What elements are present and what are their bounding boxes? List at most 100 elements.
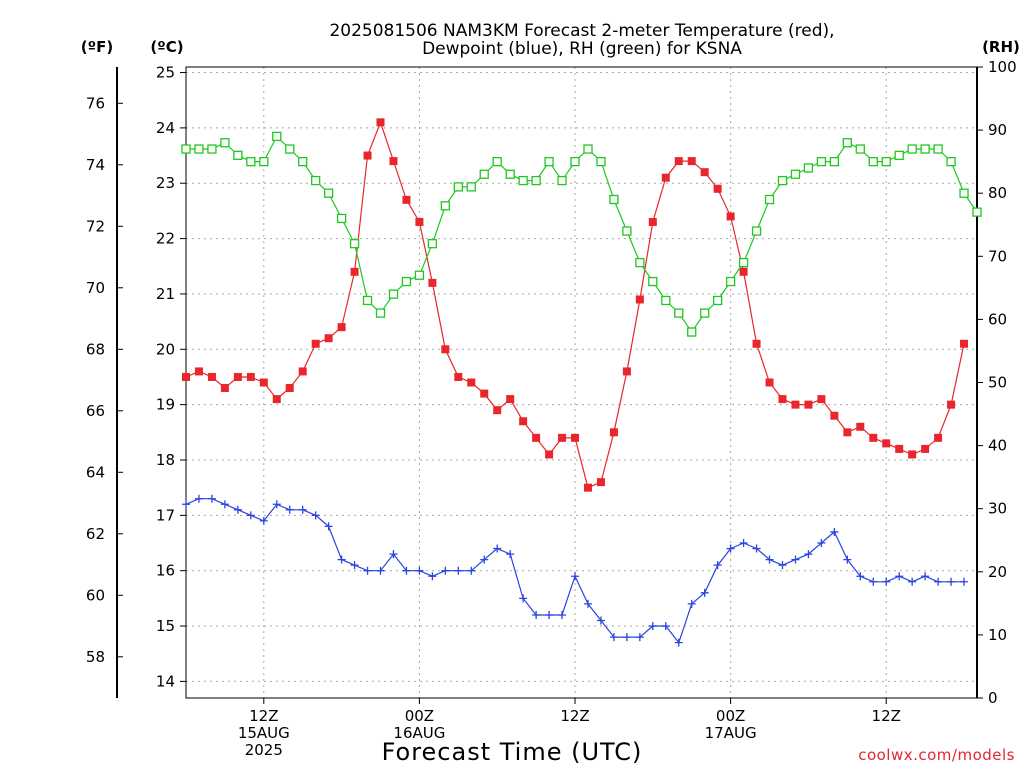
- temperature-point: [765, 378, 774, 387]
- dewpoint-point: [324, 522, 333, 531]
- fahrenheit-tick-label: 66: [86, 402, 105, 420]
- rh-point: [777, 175, 788, 186]
- rh-point: [440, 201, 450, 211]
- rh-point: [466, 182, 476, 192]
- dewpoint-point: [298, 505, 307, 514]
- temperature-point: [519, 417, 528, 426]
- credit-text: coolwx.com/models: [858, 746, 1015, 764]
- temperature-point: [350, 267, 359, 276]
- dewpoint-point: [207, 494, 216, 503]
- temperature-point: [415, 217, 424, 226]
- dewpoint-point: [389, 550, 398, 559]
- rh-point: [738, 257, 749, 268]
- rh-point: [531, 175, 541, 186]
- dewpoint-point: [545, 610, 554, 619]
- temperature-point: [233, 372, 242, 381]
- temperature-point: [532, 433, 541, 442]
- temperature-point: [895, 444, 904, 453]
- dewpoint-point: [246, 511, 255, 520]
- dewpoint-point: [596, 616, 605, 625]
- rh-point: [725, 276, 736, 287]
- dewpoint-point: [350, 561, 359, 570]
- fahrenheit-tick-label: 60: [86, 586, 105, 604]
- temperature-point: [272, 395, 281, 404]
- rh-point: [544, 156, 554, 167]
- temperature-point: [817, 395, 826, 404]
- rh-point: [181, 144, 191, 154]
- temperature-point: [506, 395, 515, 404]
- dewpoint-point: [402, 566, 411, 575]
- rh-point: [648, 276, 658, 287]
- dewpoint-point: [182, 500, 190, 509]
- temperature-point: [285, 384, 294, 393]
- rh-point: [453, 182, 463, 192]
- rh-tick-label: 0: [988, 689, 998, 707]
- temperature-point: [545, 450, 554, 459]
- rh-point: [713, 295, 723, 306]
- rh-tick-label: 40: [988, 437, 1007, 455]
- celsius-tick-label: 14: [156, 672, 175, 690]
- rh-tick-label: 20: [988, 563, 1007, 581]
- rh-point: [972, 207, 982, 217]
- x-tick-label: 15AUG: [238, 724, 290, 742]
- temperature-point: [596, 478, 605, 487]
- dewpoint-point: [272, 500, 281, 509]
- rh-tick-label: 100: [988, 58, 1017, 76]
- dewpoint-point: [259, 516, 268, 525]
- rh-point: [868, 156, 878, 167]
- celsius-tick-label: 24: [156, 119, 175, 137]
- dewpoint-point: [700, 588, 709, 597]
- rh-tick-label: 80: [988, 184, 1007, 202]
- temperature-point: [441, 345, 450, 354]
- rh-tick-label: 10: [988, 626, 1007, 644]
- temperature-point: [609, 428, 618, 437]
- temperature-point: [687, 157, 696, 166]
- fahrenheit-tick-label: 64: [86, 463, 105, 481]
- rh-point: [596, 156, 606, 167]
- rh-point: [674, 308, 684, 318]
- rh-point: [246, 156, 256, 167]
- rh-tick-label: 30: [988, 500, 1007, 518]
- temperature-point: [869, 433, 878, 442]
- rh-point: [427, 239, 438, 249]
- dewpoint-point: [583, 599, 592, 608]
- rh-point: [803, 163, 814, 173]
- temperature-point: [843, 428, 852, 437]
- temperature-point: [661, 173, 670, 182]
- dewpoint-point: [843, 555, 852, 564]
- temperature-point: [558, 433, 567, 442]
- rh-point: [570, 156, 580, 167]
- celsius-tick-label: 19: [156, 396, 175, 414]
- dewpoint-point: [726, 544, 735, 553]
- dewpoint-point: [765, 555, 774, 564]
- temperature-point: [207, 372, 216, 381]
- temperature-point: [324, 334, 333, 343]
- rh-point: [894, 150, 904, 160]
- dewpoint-point: [609, 633, 618, 642]
- dewpoint-point: [648, 622, 657, 631]
- rh-point: [349, 239, 360, 249]
- rh-point: [207, 144, 217, 154]
- rh-point: [375, 308, 386, 318]
- celsius-unit-label: (ºC): [150, 38, 183, 56]
- temperature-point: [791, 400, 800, 409]
- temperature-point: [934, 433, 943, 442]
- temperature-point: [947, 400, 956, 409]
- celsius-tick-label: 20: [156, 340, 175, 358]
- dewpoint-point: [713, 561, 722, 570]
- rh-point: [700, 308, 710, 318]
- rh-point: [816, 156, 827, 167]
- rh-point: [479, 169, 489, 179]
- rh-point: [557, 175, 567, 186]
- temperature-series: [182, 118, 969, 492]
- rh-point: [583, 144, 593, 154]
- dewpoint-point: [817, 539, 826, 548]
- dewpoint-point: [635, 633, 644, 642]
- dewpoint-point: [441, 566, 450, 575]
- rh-unit-label: (RH): [982, 38, 1020, 56]
- x-tick-label: 00Z: [405, 707, 434, 725]
- temperature-point: [402, 195, 411, 204]
- celsius-tick-label: 22: [156, 230, 175, 248]
